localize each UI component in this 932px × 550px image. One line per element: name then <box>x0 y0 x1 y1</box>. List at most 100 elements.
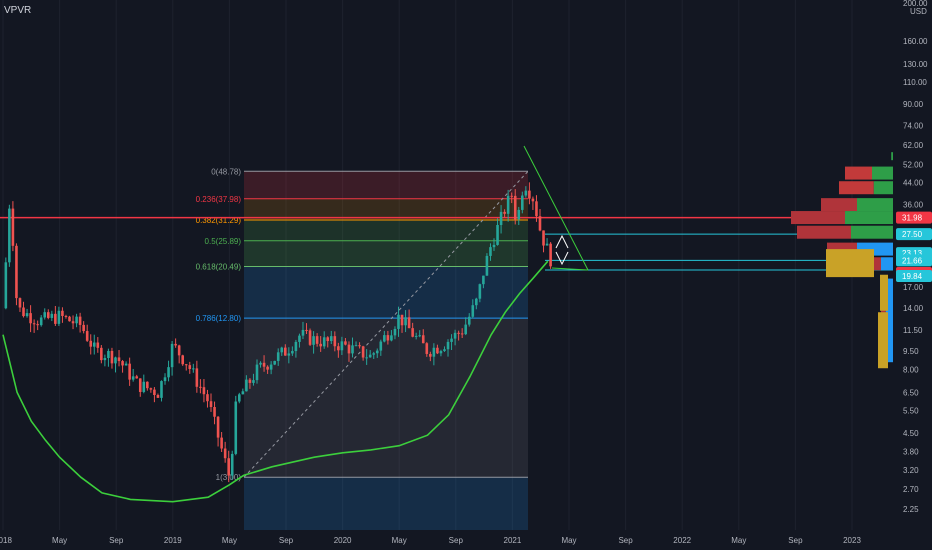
candle-body <box>8 208 11 263</box>
fib-level-label: 0.618(20.49) <box>196 262 242 271</box>
fib-zone <box>244 318 528 478</box>
candle-body <box>248 379 252 383</box>
candle-body <box>312 336 315 345</box>
fib-zone <box>244 266 528 319</box>
candle-body <box>241 391 245 395</box>
candle-body <box>524 190 528 196</box>
time-tick-label: Sep <box>618 536 633 545</box>
fib-zone <box>244 477 528 530</box>
price-tick-label: 3.80 <box>903 447 919 456</box>
candle-body <box>57 310 61 324</box>
candle-body <box>393 328 397 336</box>
candle-body <box>195 368 199 387</box>
candle-body <box>92 342 96 347</box>
price-tick-label: 3.20 <box>903 466 919 475</box>
time-tick-label: 2023 <box>843 536 861 545</box>
candle-body <box>259 362 262 365</box>
price-badge-label: 19.84 <box>902 272 923 281</box>
price-tick-label: 6.50 <box>903 388 919 397</box>
vp-bar-gold <box>878 312 888 369</box>
candle-body <box>521 195 524 210</box>
vp-bar-down <box>845 166 872 180</box>
candle-body <box>121 361 124 366</box>
price-tick-label: 160.00 <box>903 37 928 46</box>
price-tick-label: 9.50 <box>903 347 919 356</box>
candle-body <box>386 335 390 341</box>
candle-body <box>276 352 280 361</box>
candle-body <box>538 216 542 231</box>
candle-body <box>407 317 411 329</box>
candle-body <box>467 316 471 325</box>
candle-body <box>192 368 195 370</box>
price-tick-label: 44.00 <box>903 179 924 188</box>
vp-bar-up <box>885 307 893 363</box>
candle-body <box>68 316 71 322</box>
vp-bar-up <box>845 211 893 225</box>
candle-body <box>482 275 485 285</box>
candle-body <box>397 314 400 329</box>
candle-body <box>167 367 170 378</box>
candle-body <box>11 208 15 246</box>
fib-zone <box>244 171 528 199</box>
candle-body <box>439 351 443 354</box>
price-tick-label: 2.70 <box>903 485 919 494</box>
candle-body <box>418 335 422 337</box>
candle-body <box>64 315 68 317</box>
candle-body <box>379 341 383 351</box>
price-tick-label: 62.00 <box>903 141 924 150</box>
candle-body <box>181 355 185 365</box>
vp-bar-down <box>821 198 857 212</box>
candle-body <box>273 360 276 365</box>
candle-body <box>503 211 506 214</box>
candle-body <box>411 328 414 337</box>
candle-body <box>156 395 160 398</box>
candle-body <box>319 343 322 347</box>
time-tick-label: May <box>561 536 576 545</box>
fib-level-label: 0.5(25.89) <box>205 237 242 246</box>
candle-body <box>347 344 351 354</box>
candle-body <box>280 347 284 353</box>
candle-body <box>184 364 188 366</box>
candles <box>4 182 552 483</box>
candle-body <box>135 376 139 379</box>
candle-body <box>291 351 294 354</box>
price-badge-label: 31.98 <box>902 214 923 223</box>
candle-body <box>149 388 153 390</box>
candle-body <box>457 332 460 334</box>
vp-bar-up <box>891 152 893 161</box>
candle-body <box>131 376 135 380</box>
vp-bar-gold <box>880 274 888 311</box>
candle-body <box>506 195 510 214</box>
price-tick-label: 4.50 <box>903 429 919 438</box>
candle-body <box>43 312 47 318</box>
candle-body <box>450 338 453 342</box>
range-arrow-icon <box>555 234 569 266</box>
price-tick-label: 14.00 <box>903 304 924 313</box>
candle-body <box>545 243 549 246</box>
candle-body <box>372 353 376 355</box>
price-badge-label: 21.66 <box>902 256 923 265</box>
vp-bar-up <box>872 166 893 180</box>
price-badge <box>896 254 932 267</box>
candle-body <box>269 364 273 370</box>
price-tick-label: 2.25 <box>903 505 919 514</box>
candle-body <box>266 366 269 370</box>
vp-bar-up <box>873 181 893 195</box>
candle-body <box>287 353 291 356</box>
time-tick-label: Sep <box>279 536 294 545</box>
candle-body <box>202 387 206 395</box>
candle-body <box>128 363 131 380</box>
candle-body <box>209 401 213 408</box>
candle-body <box>245 379 248 392</box>
price-tick-label: 130.00 <box>903 60 928 69</box>
time-tick-label: May <box>392 536 407 545</box>
candle-body <box>354 345 358 347</box>
candle-body <box>29 313 32 324</box>
currency-label: USD <box>910 7 927 16</box>
candle-body <box>78 316 82 325</box>
time-tick-label: 2019 <box>164 536 182 545</box>
candle-body <box>308 330 312 345</box>
price-badge <box>896 228 932 241</box>
candle-body <box>75 316 78 324</box>
